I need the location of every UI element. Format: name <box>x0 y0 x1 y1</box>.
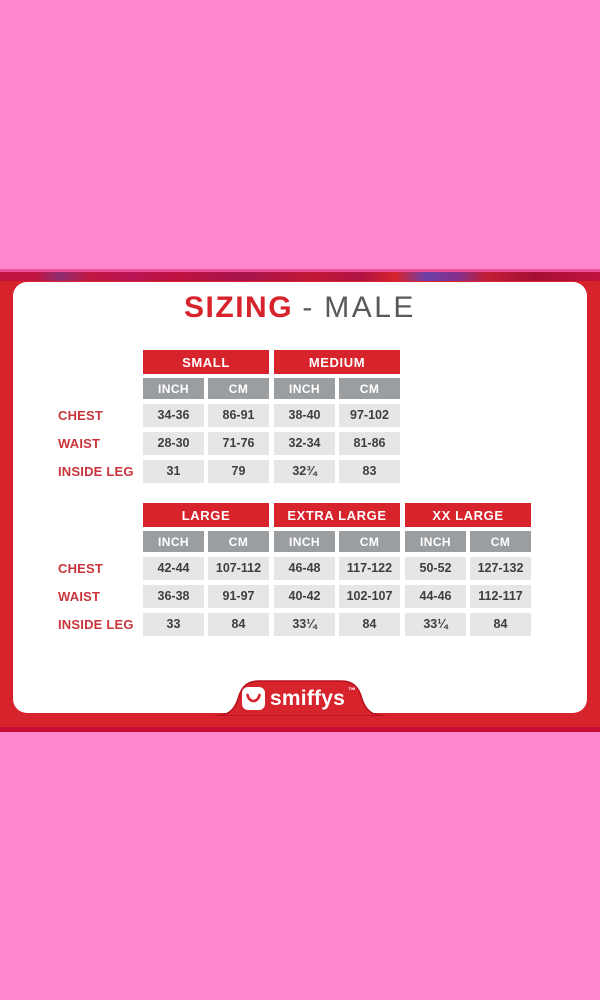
measurement-cell: 33¼ <box>274 613 335 636</box>
measurement-cell: 71-76 <box>208 432 269 455</box>
unit-header-cell: INCH <box>143 378 204 399</box>
measurement-cell: 46-48 <box>274 557 335 580</box>
title-sizing: SIZING <box>184 291 294 324</box>
row-label: INSIDE LEG <box>58 617 134 632</box>
measurement-cell: 50-52 <box>405 557 466 580</box>
row-label: INSIDE LEG <box>58 464 134 479</box>
unit-header-cell: CM <box>470 531 531 552</box>
measurement-cell: 42-44 <box>143 557 204 580</box>
measurement-cell: 102-107 <box>339 585 400 608</box>
smile-icon <box>242 686 266 710</box>
frame-texture-strip <box>0 272 600 281</box>
unit-header-cell: INCH <box>274 531 335 552</box>
frame-bottom-accent-line <box>0 727 600 732</box>
measurement-cell: 33 <box>143 613 204 636</box>
smiffys-wordmark: smiffys <box>270 686 345 710</box>
measurement-cell: 32-34 <box>274 432 335 455</box>
measurement-cell: 79 <box>208 460 269 483</box>
measurement-cell: 97-102 <box>339 404 400 427</box>
unit-header-cell: CM <box>208 531 269 552</box>
unit-header-cell: INCH <box>405 531 466 552</box>
measurement-cell: 127-132 <box>470 557 531 580</box>
measurement-cell: 28-30 <box>143 432 204 455</box>
measurement-cell: 84 <box>339 613 400 636</box>
measurement-cell: 107-112 <box>208 557 269 580</box>
row-label: CHEST <box>58 408 104 423</box>
unit-header-cell: CM <box>208 378 269 399</box>
size-group-header: MEDIUM <box>274 350 400 374</box>
unit-header-cell: INCH <box>274 378 335 399</box>
measurement-cell: 32¾ <box>274 460 335 483</box>
measurement-cell: 34-36 <box>143 404 204 427</box>
size-group-header: SMALL <box>143 350 269 374</box>
measurement-cell: 117-122 <box>339 557 400 580</box>
sizing-card <box>13 282 587 713</box>
size-group-header: XX LARGE <box>405 503 531 527</box>
page-title: SIZING - MALE <box>0 291 600 325</box>
measurement-cell: 44-46 <box>405 585 466 608</box>
size-group-header: EXTRA LARGE <box>274 503 400 527</box>
measurement-cell: 81-86 <box>339 432 400 455</box>
row-label: CHEST <box>58 561 104 576</box>
measurement-cell: 112-117 <box>470 585 531 608</box>
measurement-cell: 31 <box>143 460 204 483</box>
unit-header-cell: INCH <box>143 531 204 552</box>
measurement-cell: 40-42 <box>274 585 335 608</box>
measurement-cell: 91-97 <box>208 585 269 608</box>
unit-header-cell: CM <box>339 531 400 552</box>
trademark-symbol: ™ <box>347 685 356 695</box>
measurement-cell: 86-91 <box>208 404 269 427</box>
row-label: WAIST <box>58 589 101 604</box>
smiffys-logo: smiffys ™ <box>215 683 385 713</box>
row-label: WAIST <box>58 436 101 451</box>
size-group-header: LARGE <box>143 503 269 527</box>
measurement-cell: 83 <box>339 460 400 483</box>
measurement-cell: 84 <box>208 613 269 636</box>
unit-header-cell: CM <box>339 378 400 399</box>
title-male: MALE <box>324 291 416 324</box>
frame-top-accent-line <box>0 269 600 272</box>
measurement-cell: 38-40 <box>274 404 335 427</box>
measurement-cell: 33¼ <box>405 613 466 636</box>
measurement-cell: 36-38 <box>143 585 204 608</box>
measurement-cell: 84 <box>470 613 531 636</box>
title-separator: - <box>302 291 315 324</box>
